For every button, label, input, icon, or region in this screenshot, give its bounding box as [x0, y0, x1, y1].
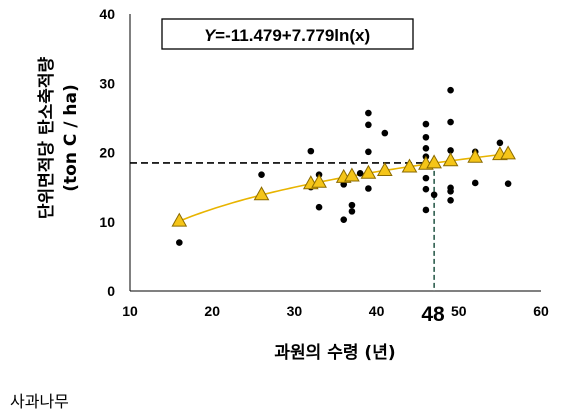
guide-lines [130, 162, 435, 291]
y-tick-label: 10 [99, 214, 115, 230]
fitted-points [171, 145, 516, 227]
caption: 사과나무 [10, 392, 69, 411]
y-axis-title-line2: (ton C / ha) [61, 84, 81, 191]
x-tick-label: 60 [533, 303, 549, 319]
observed-point [348, 201, 356, 209]
x-tick-label: 20 [204, 303, 220, 319]
chart: 10 20 30 40 50 60 0 10 20 30 40 Y=-11.479+7.779ln(… [37, 6, 549, 363]
highlight-label: 48 [421, 303, 445, 326]
axes [129, 14, 541, 292]
observed-point [422, 206, 430, 214]
observed-point [307, 147, 315, 155]
x-tick-label: 30 [287, 303, 303, 319]
observed-point [422, 185, 430, 193]
equation-box-border [161, 18, 414, 50]
y-tick-label: 20 [99, 145, 115, 161]
fitted-point [500, 145, 516, 160]
fitted-point [253, 186, 270, 201]
observed-point [447, 118, 454, 126]
observed-point [365, 148, 372, 156]
fitted-point [360, 164, 377, 179]
observed-point [504, 180, 512, 187]
equation-text: Y=-11.479+7.779ln(x) [204, 26, 370, 45]
observed-point [365, 109, 372, 117]
observed-point [430, 191, 438, 199]
observed-point [447, 147, 454, 154]
x-axis-title: 과원의 수령 (년) [274, 342, 395, 363]
fitted-point [311, 173, 327, 188]
observed-point [422, 174, 430, 182]
observed-point [356, 169, 364, 177]
fitted-point [467, 148, 484, 163]
fitted-point [376, 161, 393, 176]
observed-point [422, 145, 430, 152]
observed-point [365, 121, 372, 129]
fitted-point [401, 158, 418, 173]
y-tick-label: 0 [107, 283, 115, 299]
observed-point [258, 171, 265, 178]
observed-point [365, 185, 372, 192]
observed-point [422, 133, 430, 141]
observed-points [176, 86, 512, 246]
observed-point [471, 179, 479, 187]
tick-labels: 10 20 30 40 50 60 0 10 20 30 40 [99, 6, 549, 319]
y-tick-label: 40 [99, 6, 115, 22]
fitted-point [426, 154, 442, 169]
observed-point [496, 139, 504, 147]
x-tick-label: 50 [451, 303, 467, 319]
x-tick-label: 10 [122, 303, 138, 319]
x-tick-label: 40 [369, 303, 385, 319]
observed-point [348, 208, 356, 215]
y-axis-title-line1: 단위면적당 탄소축적량 [37, 56, 57, 219]
observed-point [447, 196, 454, 204]
equation-box: Y=-11.479+7.779ln(x) [161, 18, 414, 50]
observed-point [447, 86, 454, 94]
observed-point [422, 120, 430, 128]
observed-point [340, 216, 348, 223]
y-tick-label: 30 [99, 75, 115, 91]
observed-point [315, 203, 323, 211]
fitted-point [442, 152, 459, 167]
observed-point [447, 187, 454, 195]
fitted-point [344, 167, 360, 182]
observed-point [176, 239, 183, 246]
observed-point [381, 129, 389, 137]
fitted-point [171, 212, 188, 227]
